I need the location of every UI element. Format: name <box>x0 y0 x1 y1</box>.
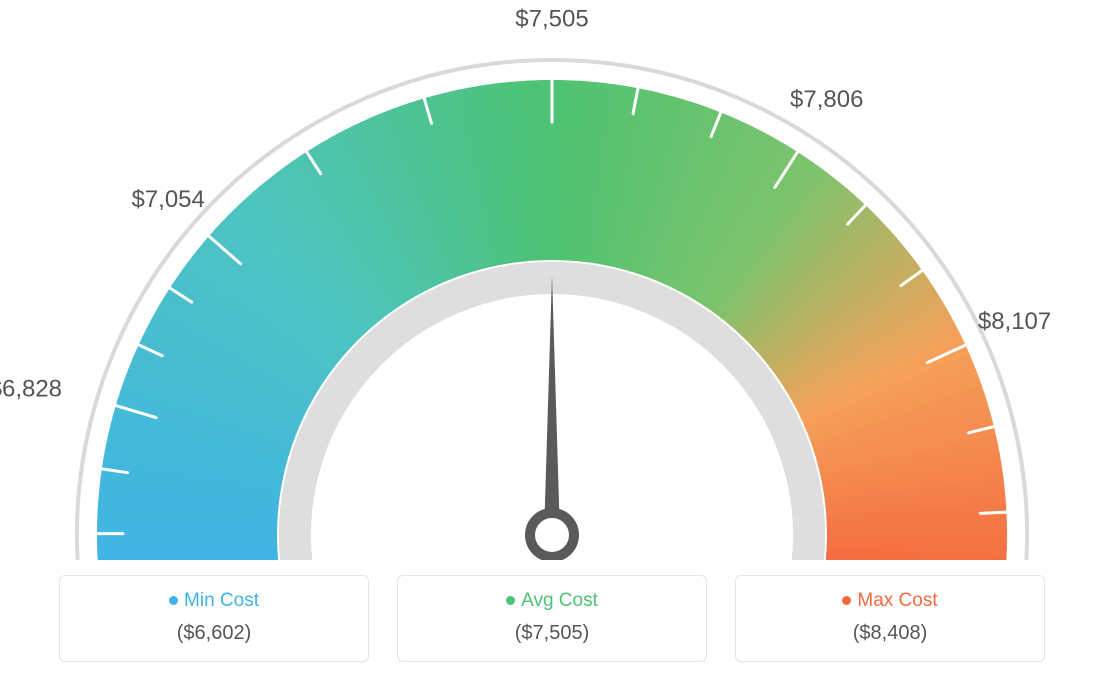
dot-icon <box>842 596 851 605</box>
svg-text:$8,107: $8,107 <box>978 308 1051 335</box>
gauge-svg: $6,602$6,828$7,054$7,505$7,806$8,107$8,4… <box>0 0 1104 560</box>
legend-max-value: ($8,408) <box>746 622 1034 645</box>
svg-text:$6,828: $6,828 <box>0 376 62 403</box>
gauge-chart: $6,602$6,828$7,054$7,505$7,806$8,107$8,4… <box>0 0 1104 560</box>
svg-text:$7,054: $7,054 <box>131 186 204 213</box>
legend-max-label: Max Cost <box>857 590 937 611</box>
dot-icon <box>169 596 178 605</box>
legend-min-value: ($6,602) <box>70 622 358 645</box>
svg-text:$7,505: $7,505 <box>515 5 588 32</box>
svg-text:$7,806: $7,806 <box>790 86 863 113</box>
legend-avg-value: ($7,505) <box>408 622 696 645</box>
legend-min-label: Min Cost <box>184 590 259 611</box>
dot-icon <box>506 596 515 605</box>
legend-avg-title: Avg Cost <box>408 590 696 612</box>
legend-min: Min Cost ($6,602) <box>59 575 369 662</box>
legend-avg-label: Avg Cost <box>521 590 598 611</box>
legend-min-title: Min Cost <box>70 590 358 612</box>
legend-max: Max Cost ($8,408) <box>735 575 1045 662</box>
legend-row: Min Cost ($6,602) Avg Cost ($7,505) Max … <box>0 575 1104 662</box>
legend-max-title: Max Cost <box>746 590 1034 612</box>
legend-avg: Avg Cost ($7,505) <box>397 575 707 662</box>
